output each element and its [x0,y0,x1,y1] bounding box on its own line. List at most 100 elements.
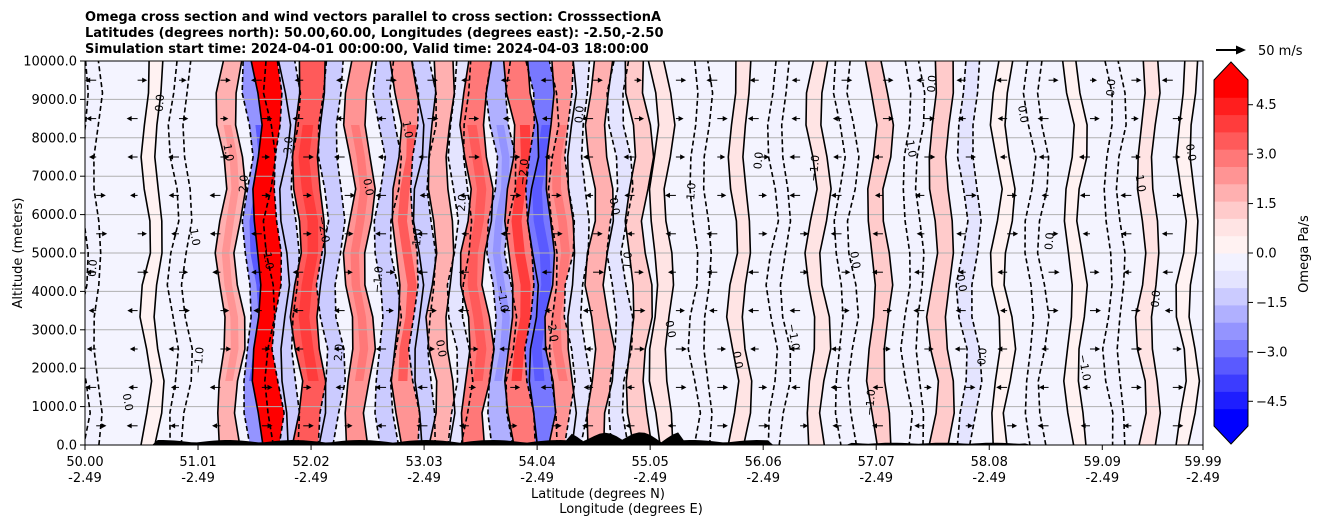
y-tick-label-0: 0.0 [56,439,77,454]
wind-vector-head [762,384,768,390]
wind-vector-head [336,77,342,83]
wind-vector-head [168,346,174,352]
contour-line-34-b [1002,61,1017,445]
wind-vector-head [347,423,353,429]
wind-vector-head [764,423,770,429]
wind-vector-head [789,346,795,352]
wind-vector-head [88,308,94,314]
contour-label-10: 2.0 [332,343,346,362]
contour-line-10-a [372,61,387,445]
x-tick-label-lon-0: -2.49 [68,471,102,486]
colorbar-extend-bottom [1214,426,1248,444]
contour-line-31-a [899,61,914,445]
wind-vector-head [958,116,964,122]
wind-vector-head [170,384,176,390]
wind-vector-head [721,192,727,198]
wind-vector-head [723,384,729,390]
chart-title: Omega cross section and wind vectors par… [85,10,664,57]
contour-label-39: 1.0 [1132,174,1148,193]
contour-label-40: 0.0 [1149,289,1163,308]
wind-vector-head [1053,308,1059,314]
contour-label-22: 1.0 [620,251,634,270]
quiver-key-label: 50 m/s [1258,44,1303,59]
wind-vector-head [1041,192,1047,198]
y-tick-label-5: 5000.0 [32,247,78,262]
contour-line-4-b [262,61,277,445]
y-tick-label-3: 3000.0 [32,323,78,338]
colorbar-segment-4 [1214,339,1248,358]
wind-vector-head [1121,231,1127,237]
wind-vector-head [1095,346,1101,352]
wind-vector-head [350,192,356,198]
wind-vector-head [416,269,422,275]
contour-label-15: 0.0 [433,339,449,358]
contour-label-1: 0.0 [120,392,136,411]
contour-label-27: −1.0 [785,323,802,352]
wind-vector-head [224,154,230,160]
wind-vector-head [582,423,588,429]
contour-label-31: 1.0 [903,139,919,158]
wind-vector-head [844,308,850,314]
colorbar-tick-label-3: 0.0 [1256,247,1277,262]
colorbar-tick-label-4: −1.5 [1256,296,1288,311]
contour-line-8-b [332,61,347,445]
contour-label-37: −1.0 [1076,353,1093,382]
wind-vector-head [212,269,218,275]
contour-labels: 0.00.00.01.0−1.01.02.0−1.03.0−2.02.00.0−… [85,74,1198,416]
wind-vector-head [391,77,397,83]
contour-label-6: 2.0 [237,174,251,193]
wind-vector-head [1137,346,1143,352]
wind-vector-head [171,231,177,237]
contour-line-24-a [647,61,661,445]
colorbar-segment-15 [1214,149,1248,167]
contour-line-29-a [832,61,847,445]
wind-vector-head [1133,116,1139,122]
colorbar-tick-label-1: 3.0 [1256,148,1277,163]
wind-vector-head [375,231,381,237]
wind-vector-head [1162,269,1168,275]
wind-vector-head [544,154,550,160]
colorbar-segment-2 [1214,374,1248,392]
wind-vector-head [789,154,795,160]
wind-vector-head [251,269,257,275]
colorbar-extend-top [1214,62,1248,80]
colorbar-segment-5 [1214,322,1248,340]
contour-line-9-b [362,61,377,445]
contour-label-24: 1.0 [684,182,698,201]
contour-line-0-b [93,61,104,445]
wind-vector-head [664,192,670,198]
wind-vector-head [100,192,106,198]
contour-label-5: 1.0 [220,143,236,162]
wind-vector-head [706,269,712,275]
wind-vector-head [130,192,136,198]
wind-vector-head [168,192,174,198]
x-tick-label-lat-3: 53.03 [405,455,442,470]
wind-vector-head [832,116,838,122]
wind-vector-head [1135,308,1141,314]
contour-line-1-a [139,61,153,445]
wind-vector-head [292,269,298,275]
wind-vector-head [996,77,1002,83]
omega-band-core-16 [492,125,510,381]
wind-vector-head [583,154,589,160]
wind-vector-head [375,346,381,352]
contour-line-16-a [485,61,499,445]
wind-vector-head [971,192,977,198]
contour-line-12-b [426,61,437,445]
wind-vector-head [639,116,645,122]
wind-vector-head [872,269,878,275]
plot-area: 0.00.00.01.0−1.01.02.0−1.03.0−2.02.00.0−… [85,61,1203,445]
wind-vector-head [1164,308,1170,314]
wind-vector-head [636,77,642,83]
contour-label-36: 0.0 [1042,232,1056,251]
contour-label-38: 0.0 [1104,78,1118,97]
wind-vector-head [748,308,754,314]
wind-vector-head [970,154,976,160]
wind-vector-head [348,231,354,237]
contour-line-23-b [640,61,655,445]
wind-vector-head [640,308,646,314]
contour-line-14-b [460,61,474,445]
x-tick-label-lon-3: -2.49 [407,471,441,486]
contour-line-31-b [914,61,926,445]
wind-vector-head [803,231,809,237]
